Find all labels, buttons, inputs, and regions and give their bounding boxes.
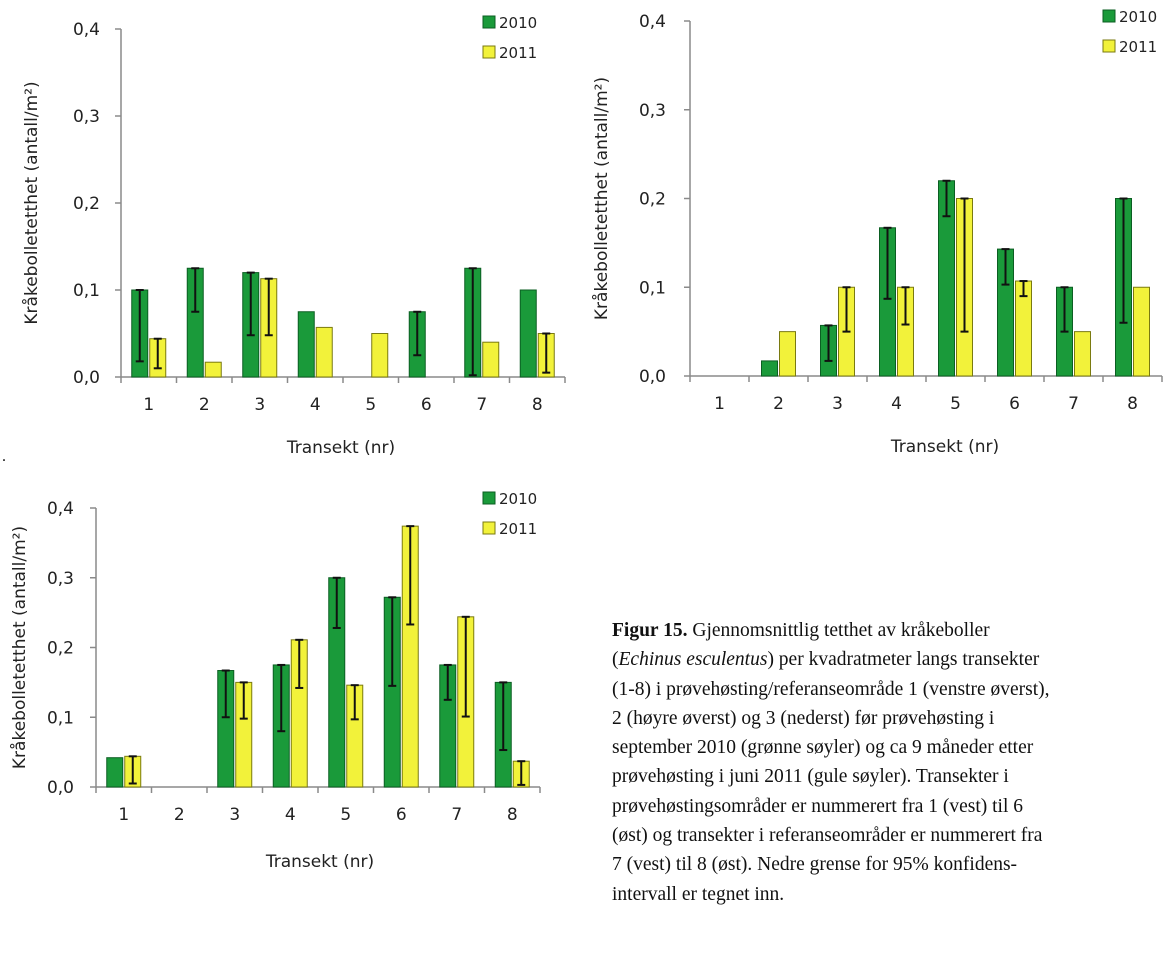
x-tick-label: 4 — [891, 394, 902, 414]
x-axis-title: Transekt (nr) — [265, 852, 374, 872]
caption-line-9: 7 (vest) til 8 (øst). Nedre grense for 9… — [612, 854, 1018, 876]
figure-caption: Figur 15. Gjennomsnittlig tetthet av krå… — [612, 616, 1172, 909]
y-tick-label: 0,0 — [73, 368, 100, 388]
x-tick-label: 4 — [285, 805, 296, 825]
caption-line-10: intervall er tegnet inn. — [612, 883, 785, 905]
x-tick-label: 3 — [254, 395, 265, 415]
legend-label-2011: 2011 — [1119, 38, 1157, 56]
chart-panel-1: 0,0 0,1 0,2 0,3 0,4 1 2 3 4 5 6 7 8 Kråkebolletetthet… — [21, 14, 566, 458]
caption-label: Figur 15. — [612, 620, 688, 641]
x-tick-label: 2 — [199, 395, 210, 415]
x-tick-label: 2 — [773, 394, 784, 414]
caption-line-1-text: Gjennomsnittlig tetthet av kråkeboller — [687, 620, 990, 641]
x-tick-label: 6 — [421, 395, 432, 415]
bar-2010 — [519, 289, 537, 378]
bar-2011 — [779, 331, 796, 377]
caption-paren: ( — [612, 649, 619, 671]
caption-line-8: (øst) og transekter i referanseområder e… — [612, 825, 1043, 847]
bar-2011 — [1074, 331, 1091, 377]
x-tick-label: 8 — [1127, 394, 1138, 414]
y-tick-label: 0,4 — [47, 499, 74, 519]
x-tick-label: 3 — [229, 805, 240, 825]
caption-line-6: prøvehøsting i juni 2011 (gule søyler). … — [612, 766, 1009, 788]
bar-2010 — [106, 757, 124, 788]
y-tick-label: 0,1 — [73, 281, 100, 301]
y-tick-label: 0,2 — [47, 639, 74, 659]
y-axis-title: Kråkebolletetthet (antall/m²) — [21, 81, 42, 324]
y-tick-label: 0,4 — [73, 20, 100, 40]
y-tick-label: 0,0 — [639, 367, 666, 387]
caption-line-2: (Echinus esculentus) per kvadratmeter la… — [612, 645, 1172, 674]
bar-2011 — [482, 341, 500, 378]
x-tick-label: 6 — [1009, 394, 1020, 414]
x-tick-label: 5 — [950, 394, 961, 414]
legend-label-2010: 2010 — [499, 14, 537, 32]
caption-line-5: september 2010 (grønne søyler) og ca 9 m… — [612, 737, 1034, 759]
bar-2011 — [371, 333, 389, 378]
x-tick-label: 7 — [451, 805, 462, 825]
y-axis-title: Kråkebolletetthet (antall/m²) — [591, 77, 612, 320]
y-tick-label: 0,2 — [639, 190, 666, 210]
x-tick-label: 7 — [1068, 394, 1079, 414]
legend-swatch-2010 — [482, 491, 496, 505]
x-tick-label: 8 — [507, 805, 518, 825]
legend-swatch-2011 — [1102, 39, 1116, 53]
legend-swatch-2011 — [482, 521, 496, 535]
bar-2011 — [204, 361, 222, 378]
caption-line-1: Figur 15. Gjennomsnittlig tetthet av krå… — [612, 616, 1172, 645]
x-tick-label: 3 — [832, 394, 843, 414]
y-tick-label: 0,2 — [73, 194, 100, 214]
x-tick-label: 8 — [532, 395, 543, 415]
y-tick-label: 0,0 — [47, 778, 74, 798]
x-axis-title: Transekt (nr) — [890, 437, 999, 457]
caption-line-2-text: ) per kvadratmeter langs transekter — [767, 649, 1040, 671]
x-tick-label: 2 — [174, 805, 185, 825]
x-tick-label: 1 — [143, 395, 154, 415]
caption-line-7: prøvehøstingsområder er nummerert fra 1 … — [612, 795, 1023, 817]
x-tick-label: 1 — [118, 805, 129, 825]
x-tick-label: 7 — [476, 395, 487, 415]
y-tick-label: 0,4 — [639, 12, 666, 32]
x-tick-label: 5 — [340, 805, 351, 825]
caption-line-3: (1-8) i prøvehøsting/referanseområde 1 (… — [612, 678, 1050, 700]
legend-label-2010: 2010 — [499, 490, 537, 508]
caption-species: Echinus esculentus — [618, 649, 768, 671]
legend-label-2011: 2011 — [499, 44, 537, 62]
x-tick-label: 4 — [310, 395, 321, 415]
x-axis-title: Transekt (nr) — [286, 438, 395, 458]
y-tick-label: 0,3 — [47, 569, 74, 589]
chart-panel-2: 0,0 0,1 0,2 0,3 0,4 1 2 3 4 5 6 7 8 Kråkebolletetthet… — [591, 8, 1163, 457]
stray-period: . — [2, 448, 6, 465]
bar-2010 — [297, 311, 315, 378]
bar-2011 — [315, 326, 333, 378]
y-tick-label: 0,3 — [73, 107, 100, 127]
legend-swatch-2011 — [482, 45, 496, 59]
bar-2010 — [761, 360, 778, 377]
legend-swatch-2010 — [482, 15, 496, 29]
x-tick-label: 5 — [365, 395, 376, 415]
bar-2011 — [1133, 286, 1150, 377]
y-tick-label: 0,3 — [639, 101, 666, 121]
x-tick-label: 6 — [396, 805, 407, 825]
x-tick-label: 1 — [714, 394, 725, 414]
y-tick-label: 0,1 — [47, 708, 74, 728]
y-tick-label: 0,1 — [639, 278, 666, 298]
caption-line-4: 2 (høyre øverst) og 3 (nederst) før prøv… — [612, 707, 995, 729]
y-axis-title: Kråkebolletetthet (antall/m²) — [9, 526, 30, 769]
legend-label-2011: 2011 — [499, 520, 537, 538]
legend-swatch-2010 — [1102, 9, 1116, 23]
legend-label-2010: 2010 — [1119, 8, 1157, 26]
chart-panel-3: 0,0 0,1 0,2 0,3 0,4 1 2 3 4 5 6 7 8 Kråkebolletetthet… — [9, 490, 541, 872]
